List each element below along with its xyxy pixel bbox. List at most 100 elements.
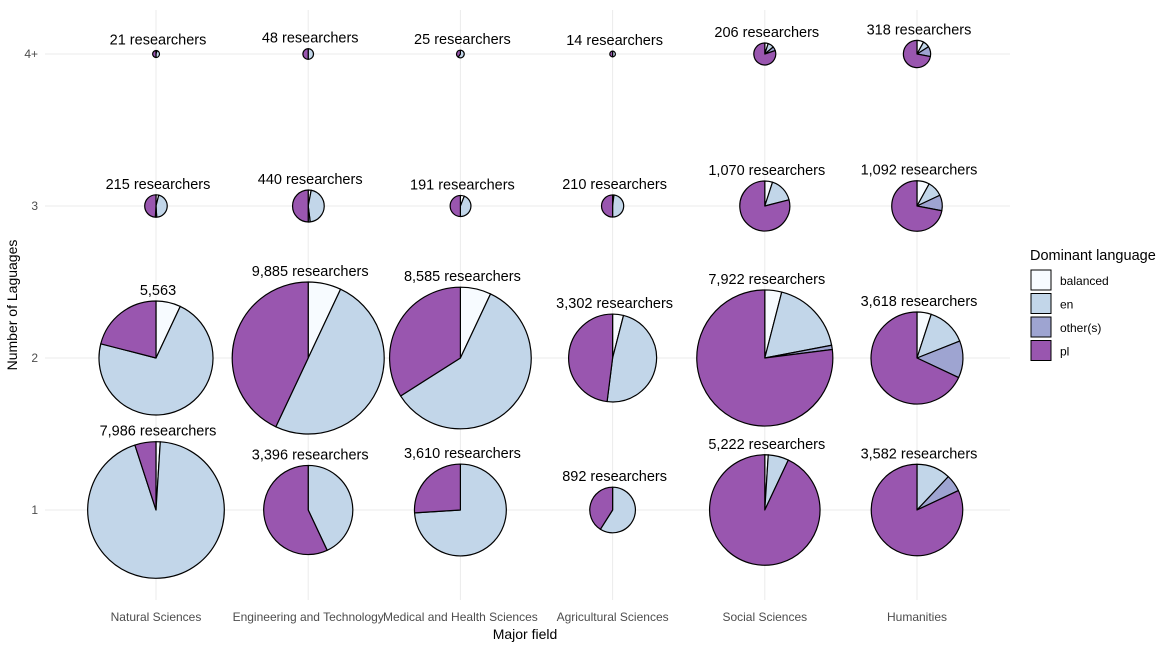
pie-slice-pl — [870, 463, 964, 557]
x-tick-label: Natural Sciences — [111, 610, 202, 624]
legend: Dominant language balanced en other(s) pl — [1030, 248, 1156, 361]
pie-count-label: 440 researchers — [258, 172, 363, 188]
pie-count-label: 25 researchers — [414, 32, 511, 48]
pie-slice-en — [155, 194, 168, 218]
pie-slice-pl — [739, 180, 791, 232]
pie-count-label: 892 researchers — [562, 469, 667, 485]
y-tick-label: 2 — [31, 351, 38, 365]
pie-count-label: 206 researchers — [714, 25, 819, 41]
pie-slice-pl — [870, 311, 960, 405]
pie — [589, 486, 636, 534]
pie-slice-en — [307, 48, 315, 60]
pie-slice-pl — [456, 49, 461, 58]
pie-slice-en — [459, 195, 472, 218]
pie-slice-en — [400, 293, 532, 430]
legend-label-balanced: balanced — [1060, 274, 1109, 288]
pie-slice-pl — [609, 50, 614, 58]
legend-swatch-balanced — [1030, 269, 1052, 291]
pie-slice-en — [275, 288, 385, 435]
pies — [87, 39, 964, 579]
x-axis-title: Major field — [493, 626, 558, 642]
pie-count-label: 3,618 researchers — [861, 294, 978, 310]
pie — [263, 464, 354, 556]
pie — [902, 39, 932, 69]
pie — [413, 463, 507, 557]
pie — [753, 42, 777, 66]
pie-count-label: 48 researchers — [262, 31, 359, 47]
x-tick-label: Engineering and Technology — [233, 610, 384, 624]
pie-count-label: 5,563 — [140, 283, 176, 299]
pie-slice-pl — [152, 49, 157, 59]
pie — [231, 281, 385, 435]
pie-count-label: 3,610 researchers — [404, 446, 521, 462]
pie-slice-pl — [231, 281, 309, 428]
pie-slice-pl — [388, 286, 461, 397]
y-axis-title: Number of Laguages — [4, 240, 20, 371]
pie-count-label: 7,986 researchers — [100, 424, 217, 440]
pie-count-label: 1,092 researchers — [861, 163, 978, 179]
y-tick-label: 3 — [31, 199, 38, 213]
legend-title: Dominant language — [1030, 248, 1156, 264]
pie — [568, 313, 658, 403]
pie — [891, 180, 943, 232]
pie-count-label: 9,885 researchers — [252, 264, 369, 280]
pie — [292, 189, 325, 223]
x-tick-label: Humanities — [887, 610, 947, 624]
pie — [601, 194, 625, 218]
pie-slice-en — [307, 189, 325, 223]
pie-slice-pl — [413, 463, 461, 514]
pie-slice-pl — [589, 486, 614, 530]
pie-slice-en — [606, 314, 658, 403]
pie — [739, 180, 791, 232]
pie-slice-pl — [601, 194, 614, 218]
pie-slice-pl — [902, 39, 931, 69]
y-tick-label: 4+ — [24, 47, 38, 61]
pie-slice-pl — [263, 464, 328, 556]
pie — [708, 454, 821, 566]
pie-slice-en — [599, 486, 636, 534]
pie — [98, 300, 214, 416]
pie-count-label: 14 researchers — [566, 33, 663, 49]
pie-count-label: 318 researchers — [867, 22, 972, 38]
pie-slice-pl — [100, 300, 157, 359]
pie — [449, 194, 472, 218]
pie-labels: 7,986 researchers 5,563 215 researchers 21 … — [100, 22, 978, 485]
pie-count-label: 21 researchers — [110, 32, 207, 48]
pie-slice-pl — [449, 194, 461, 218]
pie-count-label: 191 researchers — [410, 177, 515, 193]
pie-slice-en — [98, 305, 214, 416]
x-tick-label: Medical and Health Sciences — [383, 610, 538, 624]
pie-slice-en — [612, 194, 625, 218]
pie-count-label: 3,302 researchers — [556, 296, 673, 312]
pie-count-label: 5,222 researchers — [708, 437, 825, 453]
pie-slice-pl — [292, 189, 309, 223]
legend-swatch-en — [1030, 293, 1052, 314]
legend-label-pl: pl — [1060, 345, 1069, 359]
pie — [609, 50, 616, 58]
legend-swatch-other — [1030, 316, 1052, 338]
pie-slice-pl — [696, 289, 834, 427]
pie-slice-en — [764, 291, 833, 359]
pie — [302, 48, 315, 60]
legend-label-en: en — [1060, 298, 1073, 312]
pie — [870, 463, 964, 557]
pie-slice-pl — [753, 42, 777, 66]
pie-count-label: 7,922 researchers — [708, 272, 825, 288]
pie-slice-en — [307, 464, 354, 551]
pie — [388, 286, 532, 430]
legend-swatch-pl — [1030, 340, 1052, 361]
pie-count-label: 210 researchers — [562, 177, 667, 193]
pie-count-label: 1,070 researchers — [708, 163, 825, 179]
pie-count-label: 215 researchers — [106, 177, 211, 193]
pie — [456, 49, 465, 59]
pie-slice-pl — [568, 313, 614, 403]
pie-slice-pl — [708, 454, 821, 566]
x-tick-label: Agricultural Sciences — [557, 610, 669, 624]
pie-slice-pl — [134, 441, 157, 511]
y-tick-label: 1 — [31, 503, 38, 517]
pie-count-label: 8,585 researchers — [404, 269, 521, 285]
pie — [144, 194, 168, 218]
axes: Major field Number of Laguages Natural S… — [4, 47, 947, 642]
